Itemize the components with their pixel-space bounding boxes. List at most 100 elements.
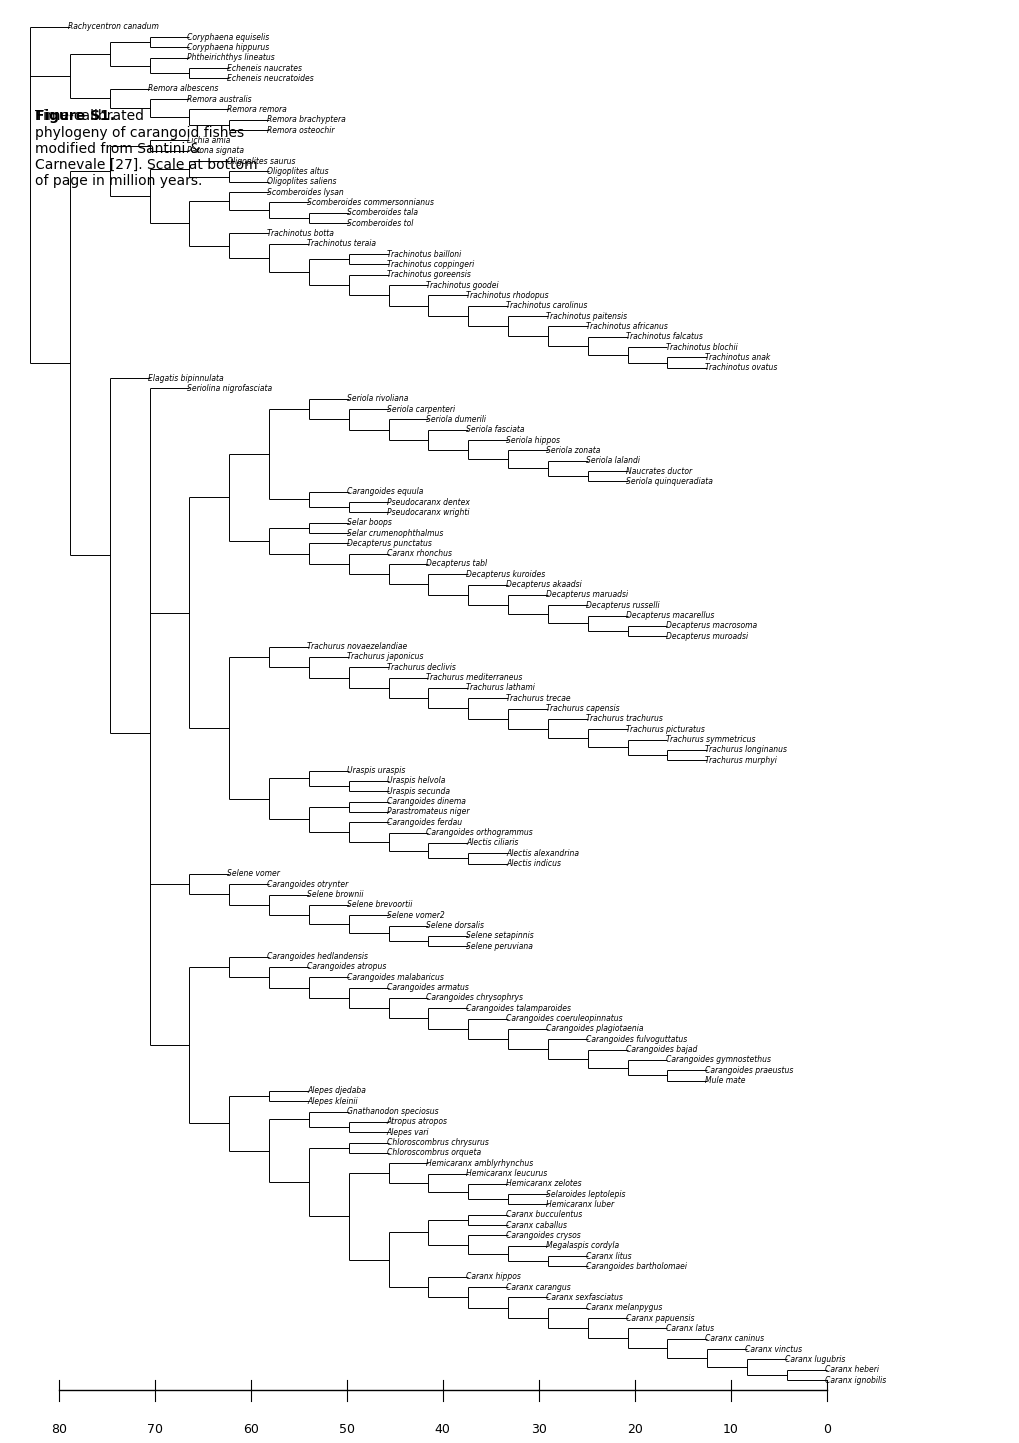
Text: Selaroides leptolepis: Selaroides leptolepis — [545, 1189, 625, 1199]
Text: Oligoplites saliens: Oligoplites saliens — [267, 177, 336, 186]
Text: Remora brachyptera: Remora brachyptera — [267, 115, 345, 124]
Text: Seriola rivoliana: Seriola rivoliana — [346, 394, 408, 403]
Text: Trachurus mediterraneus: Trachurus mediterraneus — [426, 672, 523, 683]
Text: Carangoides otrynter: Carangoides otrynter — [267, 880, 348, 889]
Text: Trachinotus teraia: Trachinotus teraia — [307, 240, 376, 248]
Text: Carangoides ferdau: Carangoides ferdau — [386, 818, 462, 827]
Text: Selene peruviana: Selene peruviana — [466, 942, 533, 951]
Text: Coryphaena hippurus: Coryphaena hippurus — [187, 43, 269, 52]
Text: Selar crumenophthalmus: Selar crumenophthalmus — [346, 528, 442, 537]
Text: Trachinotus bailloni: Trachinotus bailloni — [386, 250, 461, 258]
Text: 80: 80 — [51, 1423, 66, 1436]
Text: Trachinotus goodei: Trachinotus goodei — [426, 280, 498, 290]
Text: Echeneis neucratoides: Echeneis neucratoides — [227, 74, 314, 82]
Text: Carangoides crysos: Carangoides crysos — [505, 1231, 581, 1240]
Text: Trachurus lathami: Trachurus lathami — [466, 684, 535, 693]
Text: Seriola dumerili: Seriola dumerili — [426, 416, 486, 424]
Text: Decapterus macarellus: Decapterus macarellus — [625, 612, 713, 620]
Text: Uraspis secunda: Uraspis secunda — [386, 786, 449, 795]
Text: Trachinotus falcatus: Trachinotus falcatus — [625, 332, 702, 341]
Text: 60: 60 — [243, 1423, 259, 1436]
Text: Lichia amia: Lichia amia — [187, 136, 230, 144]
Text: Scomberoides lysan: Scomberoides lysan — [267, 188, 343, 196]
Text: Hemicaranx luber: Hemicaranx luber — [545, 1201, 613, 1209]
Text: Decapterus maruadsi: Decapterus maruadsi — [545, 590, 628, 599]
Text: Caranx ignobilis: Caranx ignobilis — [824, 1375, 886, 1385]
Text: Caranx litus: Caranx litus — [585, 1251, 631, 1261]
Text: 0: 0 — [822, 1423, 830, 1436]
Text: Rachycentron canadum: Rachycentron canadum — [68, 22, 159, 32]
Text: Carangoides equula: Carangoides equula — [346, 488, 423, 496]
Text: Carangoides malabaricus: Carangoides malabaricus — [346, 973, 443, 981]
Text: Trachinotus africanus: Trachinotus africanus — [585, 322, 667, 330]
Text: Selene brevoortii: Selene brevoortii — [346, 900, 412, 909]
Text: Carangoides talamparoides: Carangoides talamparoides — [466, 1004, 571, 1013]
Text: Pseudocaranx dentex: Pseudocaranx dentex — [386, 498, 469, 506]
Text: Seriola carpenteri: Seriola carpenteri — [386, 404, 454, 414]
Text: Selene vomer: Selene vomer — [227, 870, 280, 879]
Text: Decapterus kuroides: Decapterus kuroides — [466, 570, 545, 579]
Text: Trachinotus ovatus: Trachinotus ovatus — [705, 364, 776, 372]
Text: Remora remora: Remora remora — [227, 105, 286, 114]
Text: Decapterus akaadsi: Decapterus akaadsi — [505, 580, 581, 589]
Text: Alectis indicus: Alectis indicus — [505, 859, 560, 869]
Text: Trachurus declivis: Trachurus declivis — [386, 662, 455, 672]
Text: Seriolina nigrofasciata: Seriolina nigrofasciata — [187, 384, 272, 392]
Text: Time-calibrated
phylogeny of carangoid fishes
modified from Santini &
Carnevale : Time-calibrated phylogeny of carangoid f… — [35, 110, 257, 188]
Text: 50: 50 — [338, 1423, 355, 1436]
Text: Carangoides hedlandensis: Carangoides hedlandensis — [267, 952, 368, 961]
Text: Oligoplites saurus: Oligoplites saurus — [227, 157, 296, 166]
Text: Carangoides gymnostethus: Carangoides gymnostethus — [664, 1055, 769, 1065]
Text: Hemicaranx amblyrhynchus: Hemicaranx amblyrhynchus — [426, 1159, 533, 1167]
Text: Caranx sexfasciatus: Caranx sexfasciatus — [545, 1293, 623, 1302]
Text: Seriola fasciata: Seriola fasciata — [466, 426, 525, 434]
Text: Caranx bucculentus: Caranx bucculentus — [505, 1211, 582, 1219]
Text: Caranx caballus: Caranx caballus — [505, 1221, 567, 1229]
Text: Trachurus symmetricus: Trachurus symmetricus — [664, 734, 754, 745]
Text: Figure S1.: Figure S1. — [35, 110, 119, 124]
Text: Caranx heberi: Caranx heberi — [824, 1365, 878, 1374]
Text: Atropus atropos: Atropus atropos — [386, 1117, 447, 1127]
Text: Caranx lugubris: Caranx lugubris — [785, 1355, 845, 1364]
Text: Trachurus longinanus: Trachurus longinanus — [705, 746, 787, 755]
Text: Seriola lalandi: Seriola lalandi — [585, 456, 639, 465]
Text: 40: 40 — [434, 1423, 450, 1436]
Text: Trachinotus coppingeri: Trachinotus coppingeri — [386, 260, 474, 268]
Text: Carangoides coeruleopinnatus: Carangoides coeruleopinnatus — [505, 1014, 623, 1023]
Text: Caranx melanpygus: Caranx melanpygus — [585, 1303, 661, 1312]
Text: Elagatis bipinnulata: Elagatis bipinnulata — [148, 374, 223, 382]
Text: Caranx caninus: Caranx caninus — [705, 1335, 763, 1343]
Text: Seriola zonata: Seriola zonata — [545, 446, 600, 455]
Text: Alepes kleinii: Alepes kleinii — [307, 1097, 358, 1105]
Text: Caranx vinctus: Caranx vinctus — [745, 1345, 802, 1354]
Text: Naucrates ductor: Naucrates ductor — [625, 466, 691, 476]
Text: Alepes vari: Alepes vari — [386, 1127, 429, 1137]
Text: Decapterus muroadsi: Decapterus muroadsi — [664, 632, 747, 641]
Text: Trachinotus anak: Trachinotus anak — [705, 354, 770, 362]
Text: Trachurus novaezelandiae: Trachurus novaezelandiae — [307, 642, 407, 651]
Text: Hemicaranx zelotes: Hemicaranx zelotes — [505, 1179, 581, 1189]
Text: Caranx rhonchus: Caranx rhonchus — [386, 550, 451, 558]
Text: Decapterus punctatus: Decapterus punctatus — [346, 538, 431, 548]
Text: Scomberoides tol: Scomberoides tol — [346, 218, 413, 228]
Text: Pseudocaranx wrighti: Pseudocaranx wrighti — [386, 508, 469, 517]
Text: Remora osteochir: Remora osteochir — [267, 126, 334, 134]
Text: Seriola quinqueradiata: Seriola quinqueradiata — [625, 476, 712, 486]
Text: Trachinotus carolinus: Trachinotus carolinus — [505, 302, 587, 310]
Text: Caranx latus: Caranx latus — [664, 1325, 713, 1333]
Text: Carangoides atropus: Carangoides atropus — [307, 962, 386, 971]
Text: Remora australis: Remora australis — [187, 95, 252, 104]
Text: Scomberoides commersonnianus: Scomberoides commersonnianus — [307, 198, 433, 206]
Text: Scomberoides tala: Scomberoides tala — [346, 208, 418, 218]
Text: Carangoides bajad: Carangoides bajad — [625, 1045, 696, 1053]
Text: Decapterus macrosoma: Decapterus macrosoma — [664, 622, 756, 631]
Text: Carangoides chrysophrys: Carangoides chrysophrys — [426, 993, 523, 1003]
Text: Trachurus japonicus: Trachurus japonicus — [346, 652, 423, 661]
Text: Selene brownii: Selene brownii — [307, 890, 363, 899]
Text: Trachurus capensis: Trachurus capensis — [545, 704, 619, 713]
Text: Alectis ciliaris: Alectis ciliaris — [466, 838, 519, 847]
Text: Seriola hippos: Seriola hippos — [505, 436, 559, 444]
Text: Trachurus trachurus: Trachurus trachurus — [585, 714, 662, 723]
Text: Phtheirichthys lineatus: Phtheirichthys lineatus — [187, 53, 275, 62]
Text: Uraspis helvola: Uraspis helvola — [386, 776, 444, 785]
